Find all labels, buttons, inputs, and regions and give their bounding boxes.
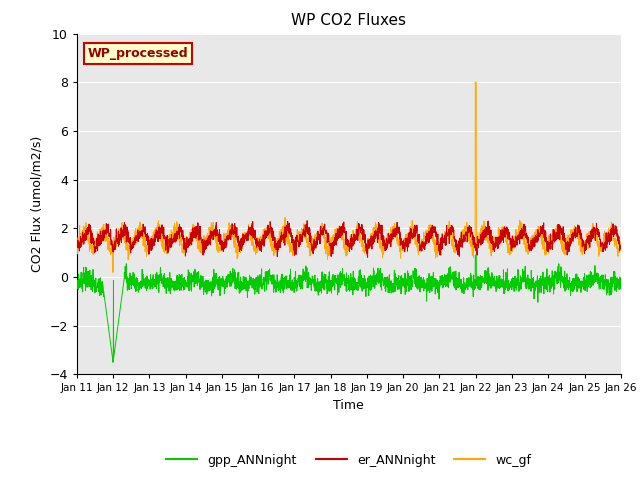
Y-axis label: CO2 Flux (umol/m2/s): CO2 Flux (umol/m2/s) (31, 136, 44, 272)
Title: WP CO2 Fluxes: WP CO2 Fluxes (291, 13, 406, 28)
X-axis label: Time: Time (333, 399, 364, 412)
Text: WP_processed: WP_processed (88, 47, 188, 60)
Legend: gpp_ANNnight, er_ANNnight, wc_gf: gpp_ANNnight, er_ANNnight, wc_gf (161, 449, 536, 472)
